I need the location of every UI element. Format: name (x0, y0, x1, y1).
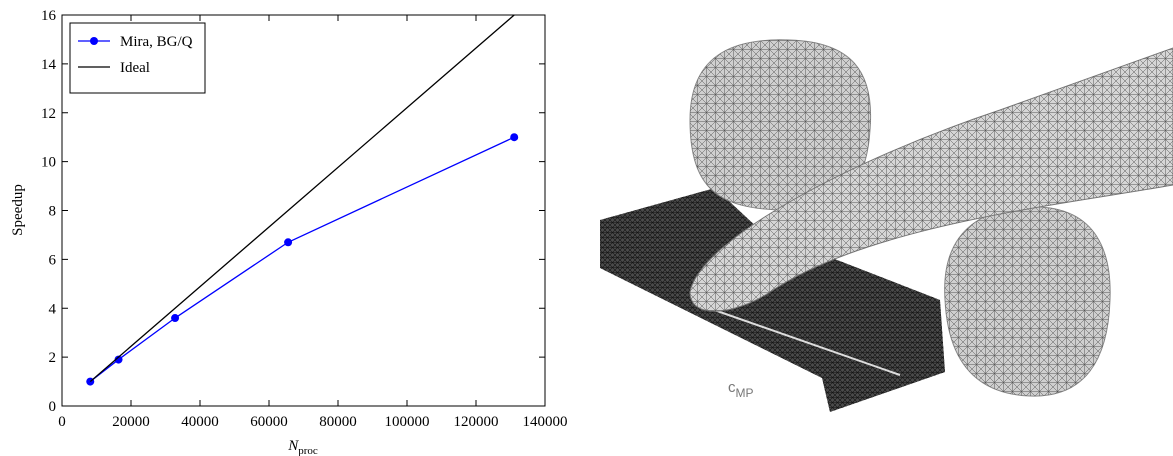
legend-label: Ideal (120, 60, 150, 76)
x-tick-label: 40000 (181, 414, 219, 430)
render-label-sub: MP (736, 386, 754, 400)
chart: Speedup Nproc 0 20000 40000 60000 80000 10000… (10, 8, 568, 456)
front-wheel-mesh (945, 207, 1111, 396)
data-point (284, 238, 292, 246)
y-tick-label: 10 (41, 155, 56, 171)
mesh-render: cMP (600, 40, 1173, 412)
y-tick-label: 6 (49, 252, 57, 268)
x-axis-label-sub: proc (298, 445, 318, 456)
y-tick-label: 4 (49, 301, 57, 317)
x-tick-label: 140000 (523, 414, 568, 430)
y-tick-label: 16 (41, 8, 57, 24)
data-point (510, 133, 518, 141)
x-tick-label: 80000 (319, 414, 357, 430)
data-point (171, 314, 179, 322)
x-axis-label: Nproc (287, 438, 318, 456)
figure: Speedup Nproc 0 20000 40000 60000 80000 10000… (0, 0, 1173, 456)
x-tick-label: 100000 (385, 414, 430, 430)
y-tick-label: 0 (49, 399, 57, 415)
y-tick-label: 2 (49, 350, 57, 366)
x-tick-label: 0 (58, 414, 66, 430)
y-tick-label: 8 (49, 204, 57, 220)
x-tick-label: 60000 (250, 414, 288, 430)
series-line (90, 137, 514, 381)
x-tick-label: 20000 (112, 414, 150, 430)
render-label: cMP (728, 379, 754, 400)
y-tick-label: 12 (41, 106, 56, 122)
x-tick-label: 120000 (454, 414, 499, 430)
legend-label: Mira, BG/Q (120, 34, 193, 50)
y-tick-label: 14 (41, 57, 57, 73)
legend-marker (90, 37, 98, 45)
y-axis-label: Speedup (10, 184, 26, 236)
